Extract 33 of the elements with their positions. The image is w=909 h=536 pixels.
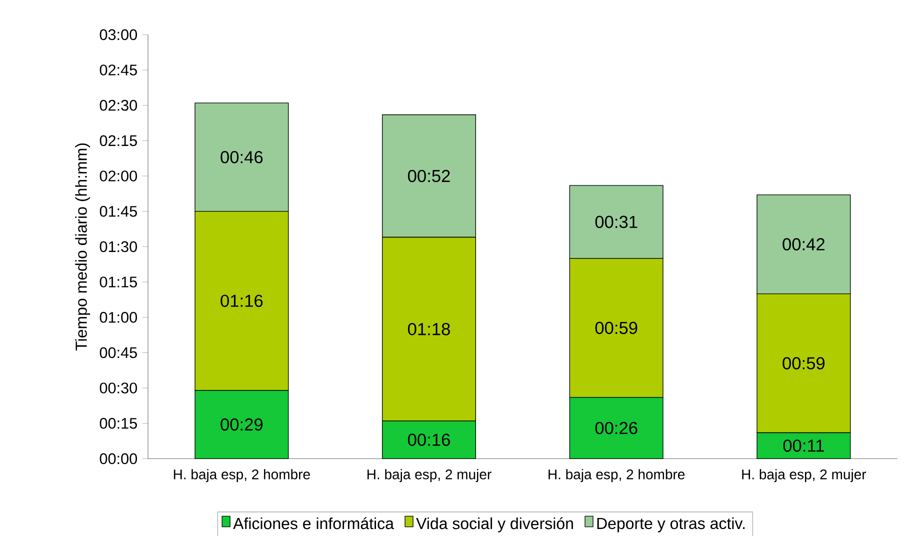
y-tick-label: 01:15: [100, 276, 137, 288]
y-tick-label: 03:00: [100, 29, 137, 40]
y-axis-title: Tiempo medio diario (hh:mm): [75, 144, 90, 350]
y-tick-label: 01:00: [100, 312, 137, 323]
data-label: 00:59: [782, 357, 825, 370]
data-label: 00:16: [408, 434, 450, 446]
data-label: 00:52: [408, 170, 450, 182]
data-label: 00:29: [220, 418, 263, 431]
y-tick-label: 02:30: [100, 100, 137, 111]
y-tick-label: 00:30: [100, 382, 137, 394]
y-tick-label: 00:00: [100, 453, 137, 464]
data-label: 00:31: [595, 216, 638, 228]
x-tick-label: H. baja esp, 2 hombre: [174, 469, 310, 482]
data-label: 00:59: [595, 322, 638, 334]
y-tick-label: 01:30: [100, 241, 137, 252]
y-tick-label: 01:45: [100, 206, 137, 217]
data-label: 01:16: [220, 294, 263, 307]
x-tick-label: H. baja esp, 2 mujer: [742, 469, 866, 482]
y-tick-label: 02:15: [100, 135, 137, 146]
data-label: 00:26: [595, 422, 638, 434]
data-label: 01:18: [408, 322, 450, 336]
x-tick-label: H. baja esp, 2 mujer: [368, 469, 492, 482]
y-tick-label: 00:45: [100, 347, 137, 358]
y-tick-label: 00:15: [100, 418, 137, 429]
legend-label: Aficiones e informática: [233, 517, 394, 530]
legend-label: Deporte y otras activ.: [597, 517, 745, 532]
y-tick-label: 02:00: [100, 170, 137, 182]
data-label: 00:46: [220, 151, 263, 164]
data-label: 00:42: [782, 238, 824, 250]
y-tick-label: 02:45: [100, 64, 137, 76]
x-tick-label: H. baja esp, 2 hombre: [548, 469, 685, 482]
data-label: 00:11: [783, 440, 824, 452]
legend-label: Vida social y diversión: [416, 517, 573, 532]
